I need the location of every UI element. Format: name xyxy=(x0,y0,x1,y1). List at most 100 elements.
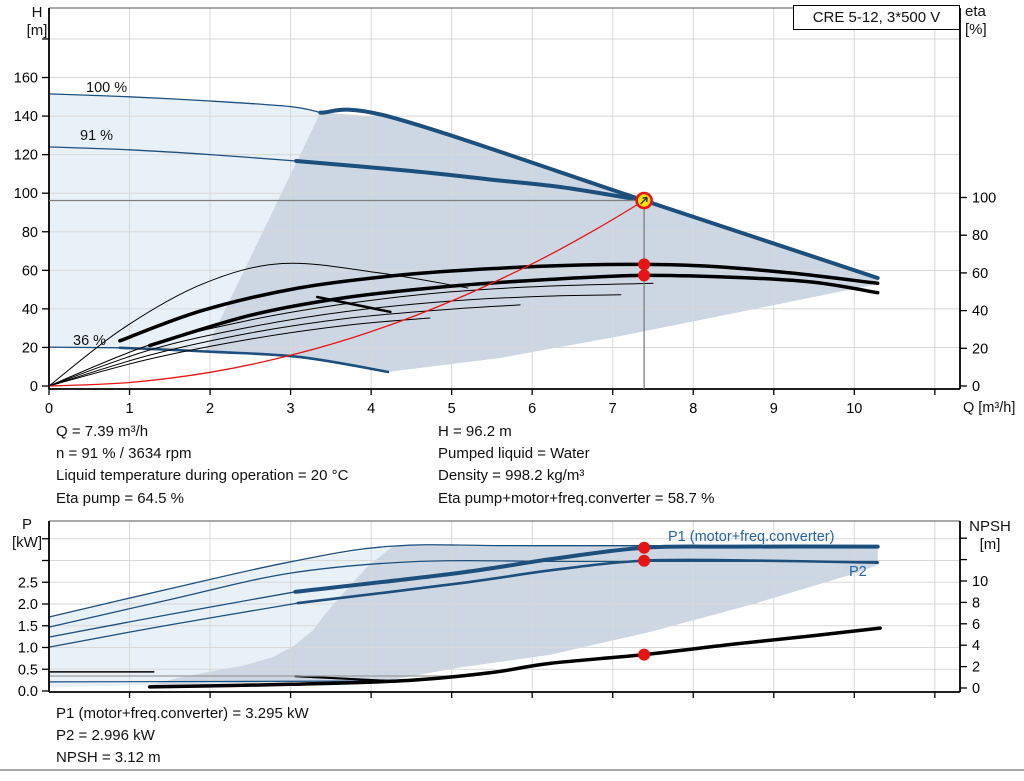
info-speed: n = 91 % / 3634 rpm xyxy=(56,445,192,463)
y-left-tick-label: 2.0 xyxy=(18,597,38,613)
power-info-block: P1 (motor+freq.converter) = 3.295 kW P2 … xyxy=(56,703,309,770)
head-chart-tick-labels: 0 1 2 3 4 5 6 7 8 9 100204060801001201401600204060… xyxy=(14,71,996,417)
y-left-tick-label: 0.5 xyxy=(18,662,38,678)
eta-axis-unit: [%] xyxy=(965,21,987,38)
head-chart-ticks xyxy=(42,38,967,395)
speed-36-curve-thin xyxy=(48,346,121,349)
speed-36-curve-thick xyxy=(118,346,390,374)
y-left-tick-label: 20 xyxy=(22,340,38,356)
p-min-speed-line xyxy=(48,680,391,683)
speed-label-100: 100 % xyxy=(86,80,128,96)
y-right-tick-label: 10 xyxy=(972,574,988,590)
speed-label-91: 91 % xyxy=(80,128,114,144)
y-left-tick-label: 80 xyxy=(22,225,38,241)
power-axis-label: P [kW] xyxy=(6,516,48,552)
head-chart: 0 1 2 3 4 5 6 7 8 9 100204060801001201401600204060… xyxy=(14,7,996,417)
x-tick-label: 2 xyxy=(206,401,214,417)
p1-duty-dot xyxy=(638,541,651,554)
info-pumped-liquid: Pumped liquid = Water xyxy=(438,445,590,463)
npsh-axis-symbol: NPSH xyxy=(969,518,1011,535)
p2-curve-thin xyxy=(48,602,299,648)
y-right-tick-label: 20 xyxy=(972,341,988,357)
y-right-tick-label: 4 xyxy=(972,638,980,654)
y-right-tick-label: 80 xyxy=(972,228,988,244)
x-tick-label: 8 xyxy=(689,401,697,417)
p1-curve-label: P1 (motor+freq.converter) xyxy=(668,529,835,545)
info-eta-pump: Eta pump = 64.5 % xyxy=(56,489,184,507)
y-left-tick-label: 60 xyxy=(22,263,38,279)
y-left-tick-label: 120 xyxy=(14,148,38,164)
info-liquid-temp: Liquid temperature during operation = 20… xyxy=(56,467,349,485)
duty-info-right: H = 96.2 m Pumped liquid = Water Density… xyxy=(438,421,714,510)
npsh-axis-label: NPSH [m] xyxy=(960,518,1020,554)
power-chart: 0.0 0.5 1.0 1.5 2.0 2.5 0 2 4 6 8 10 xyxy=(18,520,988,700)
y-right-tick-label: 60 xyxy=(972,266,988,282)
eta-thin-3 xyxy=(48,294,622,387)
power-chart-axes xyxy=(48,521,961,693)
head-axis-unit: [m] xyxy=(26,22,48,39)
y-left-tick-label: 0.0 xyxy=(18,684,38,700)
power-envelope-dark xyxy=(149,546,878,685)
flow-axis-label: Q [m³/h] xyxy=(963,400,1016,416)
power-chart-ticks xyxy=(42,537,967,698)
info-npsh: NPSH = 3.12 m xyxy=(56,749,161,767)
eta-thin-4 xyxy=(48,304,521,387)
y-right-tick-label: 2 xyxy=(972,660,980,676)
duty-arrow-icon xyxy=(640,196,648,205)
p1-curve-thick xyxy=(293,544,880,594)
power-chart-tick-labels: 0.0 0.5 1.0 1.5 2.0 2.5 0 2 4 6 8 10 xyxy=(18,574,988,700)
eta-pump-curve xyxy=(118,262,880,343)
info-flow: Q = 7.39 m³/h xyxy=(56,423,149,440)
y-left-tick-label: 40 xyxy=(22,302,38,318)
x-tick-label: 10 xyxy=(846,401,862,417)
y-left-tick-label: 2.5 xyxy=(18,575,38,591)
eta-axis-label: eta [%] xyxy=(965,3,987,39)
x-tick-label: 7 xyxy=(609,401,617,417)
system-curve xyxy=(48,199,645,387)
y-left-tick-label: 160 xyxy=(14,71,38,87)
head-chart-gridlines xyxy=(49,8,960,389)
p2-max-line xyxy=(48,559,879,628)
p1-curve-thin xyxy=(48,591,297,638)
duty-point-overlay xyxy=(49,191,653,661)
power-envelope-light xyxy=(49,546,393,688)
y-right-tick-label: 6 xyxy=(972,617,980,633)
power-axis-unit: [kW] xyxy=(12,534,42,551)
y-right-tick-label: 0 xyxy=(972,681,980,697)
y-right-tick-label: 100 xyxy=(972,191,996,207)
p2-curve-thick xyxy=(296,558,879,605)
max-envelope-curve xyxy=(318,107,880,280)
y-left-tick-label: 1.0 xyxy=(18,641,38,657)
y-left-tick-label: 100 xyxy=(14,186,38,202)
eta-total-duty-dot xyxy=(638,269,651,282)
speed-91-curve-thick xyxy=(294,159,647,203)
info-p1: P1 (motor+freq.converter) = 3.295 kW xyxy=(56,705,309,722)
info-eta-total: Eta pump+motor+freq.converter = 58.7 % xyxy=(438,489,715,507)
npsh-axis-unit: [m] xyxy=(979,536,1001,553)
y-left-tick-label: 0 xyxy=(30,379,38,395)
info-p2: P2 = 2.996 kW xyxy=(56,727,155,745)
head-axis-symbol: H xyxy=(31,4,43,21)
head-chart-axes xyxy=(48,8,961,390)
y-right-tick-label: 0 xyxy=(972,379,980,395)
head-axis-label: H [m] xyxy=(20,4,54,40)
eta-pump-duty-dot xyxy=(638,258,651,271)
pump-title-box: CRE 5-12, 3*500 V xyxy=(793,5,960,30)
x-tick-label: 5 xyxy=(448,401,456,417)
y-left-tick-label: 1.5 xyxy=(18,619,38,635)
power-chart-gridlines xyxy=(49,521,960,692)
eta-total-curve xyxy=(147,273,880,348)
speed-label-36: 36 % xyxy=(73,333,107,349)
x-tick-label: 3 xyxy=(287,401,295,417)
info-head: H = 96.2 m xyxy=(438,423,512,440)
npsh-duty-dot xyxy=(638,648,651,661)
x-tick-label: 0 xyxy=(45,401,53,417)
bottom-divider xyxy=(0,769,1024,771)
envelope-dark xyxy=(205,112,878,372)
npsh-curve xyxy=(147,626,882,689)
duty-info-left: Q = 7.39 m³/h n = 91 % / 3634 rpm Liquid… xyxy=(56,421,348,510)
eta-segment xyxy=(315,295,392,314)
speed-100-curve-thin xyxy=(48,93,322,114)
